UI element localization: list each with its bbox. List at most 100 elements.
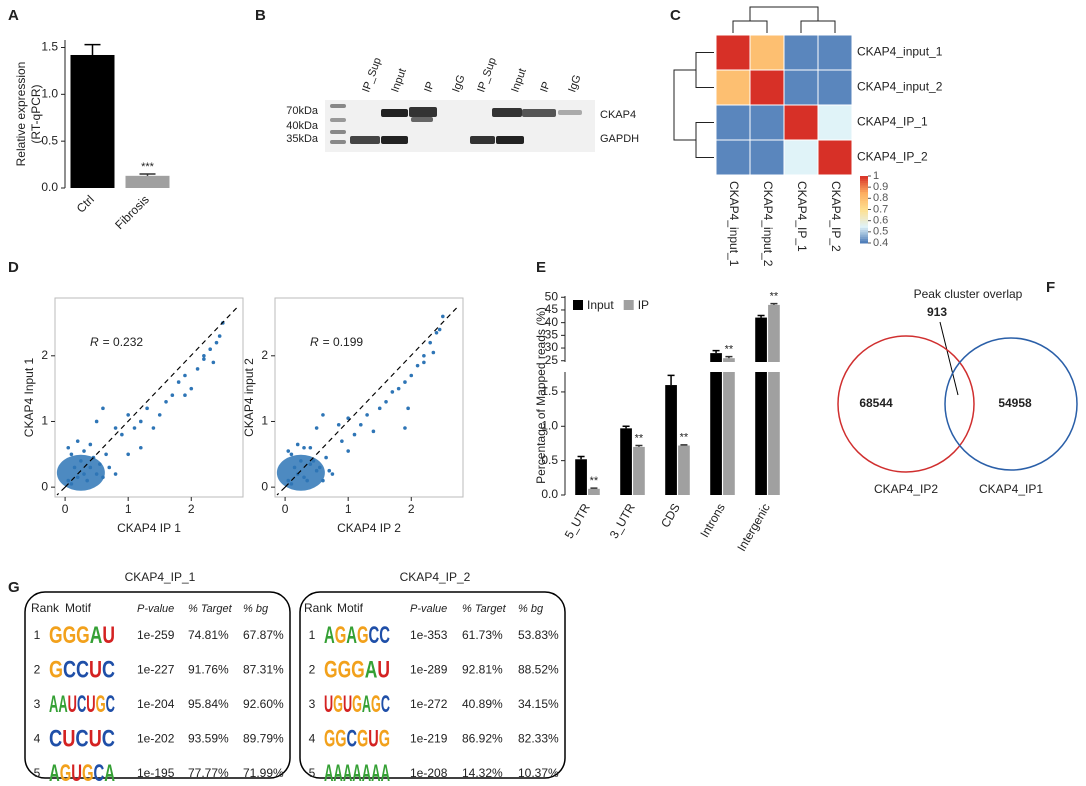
- table-box: [24, 591, 291, 779]
- motif-letter: A: [365, 657, 378, 684]
- point: [217, 334, 222, 338]
- column-label: CKAP4_input_1: [727, 181, 741, 267]
- motif-letter: G: [351, 657, 365, 684]
- colorbar-step: [860, 205, 868, 208]
- motif-letter: U: [89, 657, 102, 684]
- point: [101, 406, 105, 411]
- x-tick-label: Introns: [697, 501, 727, 540]
- point: [183, 393, 187, 398]
- diagonal: [64, 305, 240, 488]
- point: [340, 439, 344, 443]
- bar: [588, 488, 600, 495]
- bar: [665, 385, 677, 495]
- motif-logo: GCCUC: [49, 657, 115, 684]
- y-tick-label: 25: [545, 353, 559, 367]
- dendrogram-left: [673, 52, 714, 158]
- colorbar-step: [860, 187, 868, 190]
- point: [314, 426, 319, 430]
- table-box: [299, 591, 566, 779]
- y-tick-label: 35: [545, 328, 559, 342]
- point: [208, 347, 212, 352]
- error-bar: [757, 314, 765, 318]
- table-cell: 10.37%: [518, 766, 559, 780]
- heatmap-cell: [715, 139, 751, 176]
- column-label: CKAP4_IP_1: [795, 181, 809, 252]
- heatmap-cell: [817, 139, 853, 176]
- point: [324, 455, 328, 460]
- table-cell: 53.83%: [518, 628, 559, 642]
- heatmap-cell: [817, 34, 853, 71]
- heatmap-cell: [783, 104, 819, 141]
- point: [434, 331, 439, 335]
- lane-label: IP: [422, 80, 437, 94]
- legend-swatch: [623, 300, 634, 310]
- error-bar: [139, 173, 156, 176]
- point: [157, 413, 162, 417]
- lane-label: IP_Sup: [475, 56, 499, 94]
- significance: **: [725, 344, 734, 356]
- blot-band: [330, 130, 346, 134]
- motif-letter: G: [379, 726, 390, 753]
- y-tick-label: 0.0: [41, 180, 58, 194]
- marker-label: 70kDa: [286, 105, 319, 117]
- blot-band: [411, 117, 433, 122]
- colorbar-step: [860, 191, 868, 195]
- dendrogram-top: [732, 6, 836, 33]
- blot-band: [330, 118, 346, 122]
- motif-letter: U: [89, 726, 102, 753]
- bar-upper: [710, 353, 722, 362]
- point: [441, 314, 445, 319]
- motif-letter: G: [335, 622, 347, 649]
- column-label: CKAP4_input_2: [761, 181, 775, 267]
- motif-letter: C: [76, 657, 89, 684]
- table-cell: 89.79%: [243, 732, 284, 746]
- motif-letter: U: [71, 760, 82, 786]
- motif-letter: G: [49, 657, 63, 684]
- colorbar-step: [860, 193, 868, 197]
- bar: [768, 372, 780, 495]
- table-cell: 1e-202: [137, 732, 175, 746]
- bar: [723, 372, 735, 495]
- motif-letter: C: [49, 726, 62, 753]
- legend-label: IP: [638, 298, 649, 312]
- motif-letter: G: [324, 657, 338, 684]
- annotation-value: = 0.232: [103, 335, 144, 349]
- annotation: R = 0.232: [90, 335, 143, 349]
- motif-letter: U: [324, 691, 333, 718]
- motif-letter: G: [338, 657, 352, 684]
- motif-letter: G: [60, 760, 72, 786]
- cluster-shade: [56, 454, 105, 491]
- point: [69, 452, 74, 457]
- row-label: CKAP4_IP_1: [857, 115, 928, 129]
- motif-logo: GGCGUG: [324, 726, 390, 753]
- diagonal-tail: [56, 486, 66, 496]
- blot-band: [558, 110, 582, 115]
- panel-label: G: [8, 579, 20, 596]
- colorbar-step: [860, 196, 868, 199]
- heatmap-cell: [817, 104, 853, 141]
- table-cell: 92.81%: [462, 663, 503, 677]
- point: [104, 452, 108, 457]
- row-label: CKAP4_IP_2: [857, 150, 928, 164]
- x-tick-label: 0: [282, 502, 289, 516]
- y-tick-label: 1: [41, 414, 48, 428]
- error-bar: [622, 425, 630, 429]
- point: [211, 360, 216, 365]
- venn-count: 68544: [859, 396, 893, 410]
- error-bar: [84, 43, 101, 55]
- blot-band: [496, 136, 524, 144]
- y-axis-label: CKAP4 Input 1: [22, 357, 36, 437]
- table-cell: 4: [34, 732, 41, 746]
- colorbar-step: [860, 225, 868, 228]
- point: [132, 426, 137, 430]
- colorbar-step: [860, 220, 868, 224]
- motif-logo: GGGAU: [49, 622, 115, 649]
- blot-band: [381, 109, 408, 117]
- table-title: CKAP4_IP_2: [400, 570, 471, 584]
- point: [195, 367, 200, 371]
- table-cell: 71.99%: [243, 766, 284, 780]
- point: [189, 386, 194, 391]
- table-cell: 92.60%: [243, 697, 284, 711]
- table-cell: 1e-204: [137, 697, 175, 711]
